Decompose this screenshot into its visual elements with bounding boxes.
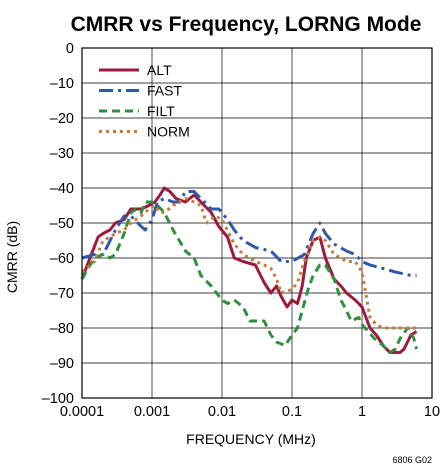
y-tick-label: –80 [50, 321, 74, 337]
y-tick-label: –60 [50, 251, 74, 267]
grid [81, 47, 433, 399]
y-tick-label: –30 [50, 146, 74, 162]
plot-frame [81, 47, 433, 399]
legend-label-norm: NORM [147, 124, 190, 140]
x-tick-label: 0.001 [134, 404, 170, 420]
y-tick-label: –50 [50, 216, 74, 232]
y-tick-label: –10 [50, 76, 74, 92]
chart-title: CMRR vs Frequency, LORNG Mode [71, 13, 422, 36]
y-tick-label: –70 [50, 286, 74, 302]
legend: ALT FAST FILT NORM [99, 62, 190, 140]
y-tick-label: –100 [42, 391, 74, 407]
legend-label-fast: FAST [147, 83, 182, 99]
y-tick-label: –40 [50, 181, 74, 197]
y-tick-label: 0 [66, 41, 74, 57]
x-tick-label: 0.01 [208, 404, 236, 420]
figure-code: 6806 G02 [392, 455, 432, 465]
x-tick-label: 10 [424, 404, 440, 420]
plot-series [80, 186, 418, 354]
legend-label-alt: ALT [147, 62, 172, 78]
x-tick-label: 1 [358, 404, 366, 420]
legend-label-filt: FILT [147, 103, 175, 119]
series-line-filt [80, 200, 418, 354]
x-tick-label: 0.0001 [60, 404, 104, 420]
y-tick-label: –90 [50, 356, 74, 372]
y-tick-label: –20 [50, 111, 74, 127]
y-axis-label: CMRR (dB) [4, 221, 20, 293]
x-axis-label: FREQUENCY (MHz) [186, 431, 316, 447]
x-tick-label: 0.1 [282, 404, 302, 420]
series-line-norm [81, 197, 417, 330]
series-line-fast [81, 190, 417, 277]
